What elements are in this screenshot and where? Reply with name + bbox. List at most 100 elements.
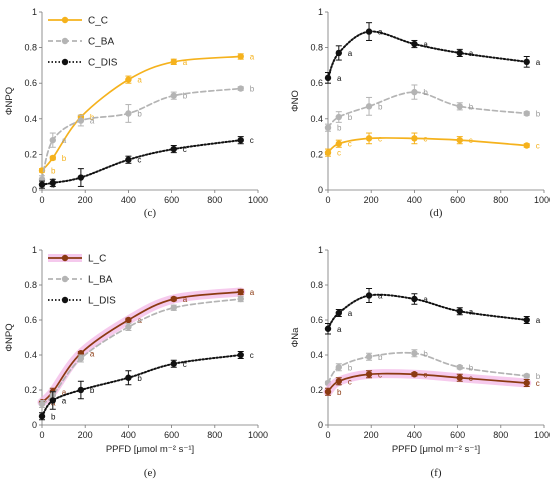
data-point bbox=[125, 374, 132, 381]
data-point bbox=[456, 308, 463, 315]
significance-letter: c bbox=[183, 145, 187, 154]
x-tick-label: 1000 bbox=[534, 195, 550, 205]
significance-letter: c bbox=[250, 136, 254, 145]
data-point bbox=[170, 58, 177, 66]
y-tick-label: 0.2 bbox=[310, 149, 323, 159]
series-halo bbox=[37, 287, 246, 407]
data-point bbox=[456, 49, 463, 57]
y-axis-label: ΦNPQ bbox=[4, 323, 15, 351]
x-tick-label: 1000 bbox=[534, 430, 550, 440]
x-tick-label: 400 bbox=[121, 430, 136, 440]
data-point bbox=[49, 136, 56, 144]
data-point bbox=[237, 295, 244, 303]
significance-letter: b bbox=[337, 388, 342, 397]
significance-letter: a bbox=[62, 388, 67, 397]
legend-entry: L_C bbox=[88, 254, 106, 265]
x-tick-label: 400 bbox=[407, 195, 422, 205]
significance-letter: a bbox=[536, 58, 541, 67]
significance-letter: a bbox=[423, 40, 428, 49]
significance-letter: a bbox=[469, 49, 474, 58]
significance-letter: b bbox=[137, 374, 142, 383]
legend: C_C C_BA C_DIS bbox=[48, 16, 118, 69]
data-point bbox=[456, 364, 463, 371]
data-point bbox=[237, 85, 244, 92]
data-point bbox=[335, 378, 342, 385]
data-point bbox=[125, 110, 132, 117]
significance-letter: b bbox=[378, 102, 383, 111]
x-tick-label: 600 bbox=[450, 195, 465, 205]
data-point bbox=[324, 74, 332, 82]
x-tick-label: 800 bbox=[493, 430, 508, 440]
data-point bbox=[411, 350, 418, 357]
y-tick-label: 0.8 bbox=[310, 43, 323, 53]
significance-letter: b bbox=[423, 349, 428, 358]
data-point bbox=[38, 413, 46, 420]
panel-d: 00.20.40.60.8102004006008001000ΦNO(d)aaa… bbox=[290, 7, 550, 219]
significance-letter: b bbox=[378, 353, 383, 362]
x-tick-label: 400 bbox=[407, 430, 422, 440]
legend-swatch-marker bbox=[61, 58, 69, 66]
series-2: bcc c cc bbox=[323, 369, 540, 397]
data-point bbox=[38, 400, 46, 408]
data-point bbox=[365, 135, 373, 142]
data-point bbox=[125, 316, 132, 324]
significance-letter: a bbox=[348, 49, 353, 58]
y-tick-label: 0.6 bbox=[310, 78, 323, 88]
x-tick-label: 200 bbox=[78, 195, 93, 205]
data-point bbox=[125, 323, 132, 331]
y-tick-label: 1 bbox=[32, 7, 37, 17]
data-point bbox=[324, 124, 332, 131]
y-tick-label: 0.8 bbox=[310, 280, 323, 290]
data-point bbox=[125, 156, 132, 163]
panel-f: 0 0.2 0.4 0.6 0.8 1 0 200 400 600 800 1000 ΦNa PPFD [… bbox=[290, 245, 550, 479]
data-point bbox=[77, 355, 85, 362]
data-point bbox=[523, 58, 530, 66]
panel-label: (d) bbox=[430, 207, 443, 219]
y-tick-label: 0.6 bbox=[24, 315, 37, 325]
series-line bbox=[327, 91, 528, 129]
legend-swatch-marker bbox=[61, 275, 69, 283]
significance-letter: b bbox=[137, 109, 142, 118]
data-point bbox=[523, 110, 530, 117]
significance-letter: b bbox=[51, 166, 56, 175]
significance-letter: c bbox=[536, 142, 540, 151]
data-point bbox=[170, 304, 177, 311]
data-point bbox=[49, 179, 56, 187]
significance-letter: a bbox=[250, 53, 255, 62]
x-tick-label: 200 bbox=[364, 195, 379, 205]
x-tick-label: 200 bbox=[78, 430, 93, 440]
data-point bbox=[523, 379, 530, 387]
y-axis-label: ΦNPQ bbox=[4, 87, 15, 115]
y-tick-label: 0.2 bbox=[24, 385, 37, 395]
significance-letter: c bbox=[137, 156, 141, 165]
data-point bbox=[237, 53, 244, 60]
significance-letter: a bbox=[250, 288, 255, 297]
significance-letter: b bbox=[423, 88, 428, 97]
significance-letter: c bbox=[378, 134, 382, 143]
significance-letter: a bbox=[337, 325, 342, 334]
legend-swatch-marker bbox=[61, 16, 69, 24]
data-point bbox=[523, 372, 530, 380]
x-tick-label: 800 bbox=[493, 195, 508, 205]
y-tick-label: 1 bbox=[318, 7, 323, 17]
significance-letter: c bbox=[337, 149, 341, 158]
data-point bbox=[77, 174, 85, 181]
significance-letter: b bbox=[90, 386, 95, 395]
x-tick-label: 1000 bbox=[248, 430, 268, 440]
significance-letter: a bbox=[378, 28, 383, 37]
x-tick-label: 400 bbox=[121, 195, 136, 205]
significance-letter: c bbox=[348, 377, 352, 386]
legend-entry: C_C bbox=[88, 16, 108, 27]
panel-c: 00.20.40.60.810 200 400 600 800 1000ΦNPQ(c)bb… bbox=[4, 7, 268, 219]
panel-e: 0 0.2 0.4 0.6 0.8 1 0 200 400 600 800 1000 ΦNPQ PPFD … bbox=[4, 245, 268, 479]
data-point bbox=[365, 292, 373, 299]
series-line bbox=[327, 30, 528, 79]
data-point bbox=[456, 374, 463, 381]
data-point bbox=[237, 351, 244, 359]
x-tick-label: 600 bbox=[164, 430, 179, 440]
